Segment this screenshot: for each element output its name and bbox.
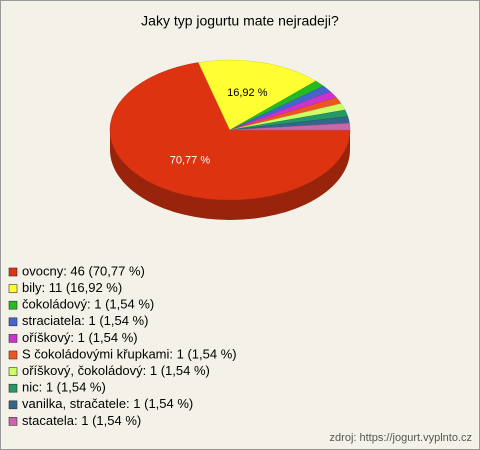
legend-label: oříškový, čokoládový: 1 (1,54 %) bbox=[22, 363, 210, 378]
source: zdroj: https://jogurt.vyplnto.cz bbox=[330, 432, 472, 444]
slice bbox=[229, 122, 351, 131]
value-label: 70,77 % bbox=[170, 155, 211, 167]
legend-swatch bbox=[8, 284, 18, 293]
value-label: 16,92 % bbox=[227, 87, 268, 99]
legend-swatch bbox=[8, 383, 18, 393]
legend-label: stacatela: 1 (1,54 %) bbox=[22, 413, 141, 428]
legend-label: vanilka, stračatele: 1 (1,54 %) bbox=[22, 396, 193, 411]
legend-label: oříškový: 1 (1,54 %) bbox=[22, 330, 138, 345]
chart-title: Jaky typ jogurtu mate nejradeji? bbox=[141, 13, 339, 29]
legend-swatch bbox=[8, 300, 18, 310]
slice bbox=[198, 59, 317, 131]
legend-label: čokoládový: 1 (1,54 %) bbox=[22, 297, 154, 312]
legend-label: nic: 1 (1,54 %) bbox=[22, 380, 106, 395]
slice bbox=[109, 62, 351, 201]
legend-swatch bbox=[8, 367, 18, 376]
legend-swatch bbox=[8, 417, 18, 426]
legend-label: S čokoládovými křupkami: 1 (1,54 %) bbox=[22, 346, 237, 361]
legend-label: ovocny: 46 (70,77 %) bbox=[22, 263, 145, 278]
legend-swatch bbox=[8, 400, 18, 410]
legend-label: straciatela: 1 (1,54 %) bbox=[22, 313, 148, 328]
slice-side bbox=[110, 130, 350, 220]
legend-swatch bbox=[8, 334, 18, 343]
legend-swatch bbox=[8, 317, 18, 327]
legend-swatch bbox=[8, 350, 18, 360]
legend-label: bily: 11 (16,92 %) bbox=[22, 280, 122, 295]
legend-swatch bbox=[8, 267, 18, 277]
